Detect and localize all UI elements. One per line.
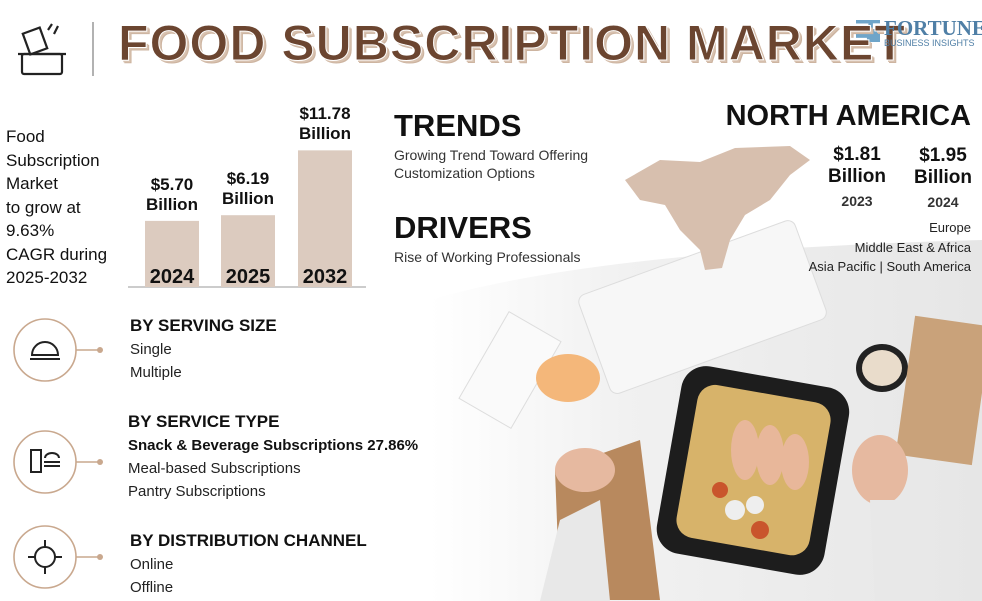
summary-line: 2025-2032	[6, 268, 88, 287]
trends-title: TRENDS	[394, 108, 522, 143]
region-stat: $1.81 Billion	[827, 144, 887, 187]
region-year: 2023	[841, 193, 873, 209]
segment-item: Single	[130, 341, 172, 358]
bar-chart: 2024 2025 2032	[145, 150, 352, 288]
segment-item: Snack & Beverage Subscriptions 27.86%	[128, 437, 419, 454]
region-item: South America	[886, 259, 971, 274]
category-label: 2032	[303, 266, 348, 288]
summary-line: Food	[6, 127, 45, 146]
segment-item: Pantry Subscriptions	[128, 483, 266, 500]
category-label: 2024	[150, 266, 195, 288]
drivers-title: DRIVERS	[394, 210, 532, 245]
value-label: $6.19 Billion	[222, 169, 274, 209]
segment-title: BY DISTRIBUTION CHANNEL	[130, 531, 367, 550]
bar	[145, 220, 199, 287]
segment-title: BY SERVICE TYPE	[128, 412, 280, 431]
other-regions: Europe Middle East & Africa Asia Pacific…	[809, 218, 971, 277]
segment: BY SERVICE TYPE Snack & Beverage Subscri…	[128, 412, 418, 503]
drivers-text: Rise of Working Professionals	[394, 249, 581, 265]
region-item: Middle East & Africa	[854, 239, 971, 255]
region-item: Asia Pacific	[808, 259, 876, 274]
summary-line: to grow at	[6, 197, 81, 217]
brand: FORTUNE	[884, 16, 982, 40]
region-year: 2024	[927, 194, 959, 210]
summary-line: 9.63%	[6, 221, 55, 240]
category-label: 2025	[226, 266, 271, 288]
region-title: NORTH AMERICA	[725, 100, 971, 132]
brand-sub: BUSINESS INSIGHTS	[884, 38, 975, 48]
segment-title: BY SERVING SIZE	[130, 316, 277, 335]
segment-item: Multiple	[130, 364, 182, 381]
summary-line: Subscription	[6, 150, 100, 170]
segment: BY DISTRIBUTION CHANNEL Online Offline	[130, 531, 367, 599]
summary: Food Subscription Market to grow at 9.63% CAG…	[6, 125, 107, 290]
separator: |	[875, 259, 887, 274]
title: FOOD SUBSCRIPTION MARKET	[118, 15, 906, 72]
summary-line: Market	[6, 174, 58, 193]
trends-text: Growing Trend Toward Offering Customizat…	[394, 147, 589, 181]
segment-item: Meal-based Subscriptions	[128, 460, 301, 477]
value-label: $5.70 Billion	[146, 174, 198, 214]
bar	[298, 150, 352, 287]
segment: BY SERVING SIZE Single Multiple	[130, 316, 277, 384]
segment-item: Online	[130, 556, 174, 573]
value-label: $11.78 Billion	[299, 104, 351, 144]
region-stat: $1.95 Billion	[913, 145, 973, 188]
segment-item: Offline	[130, 579, 174, 596]
region-item: Europe	[929, 220, 971, 235]
bar	[221, 215, 275, 287]
summary-line: CAGR during	[6, 244, 108, 264]
